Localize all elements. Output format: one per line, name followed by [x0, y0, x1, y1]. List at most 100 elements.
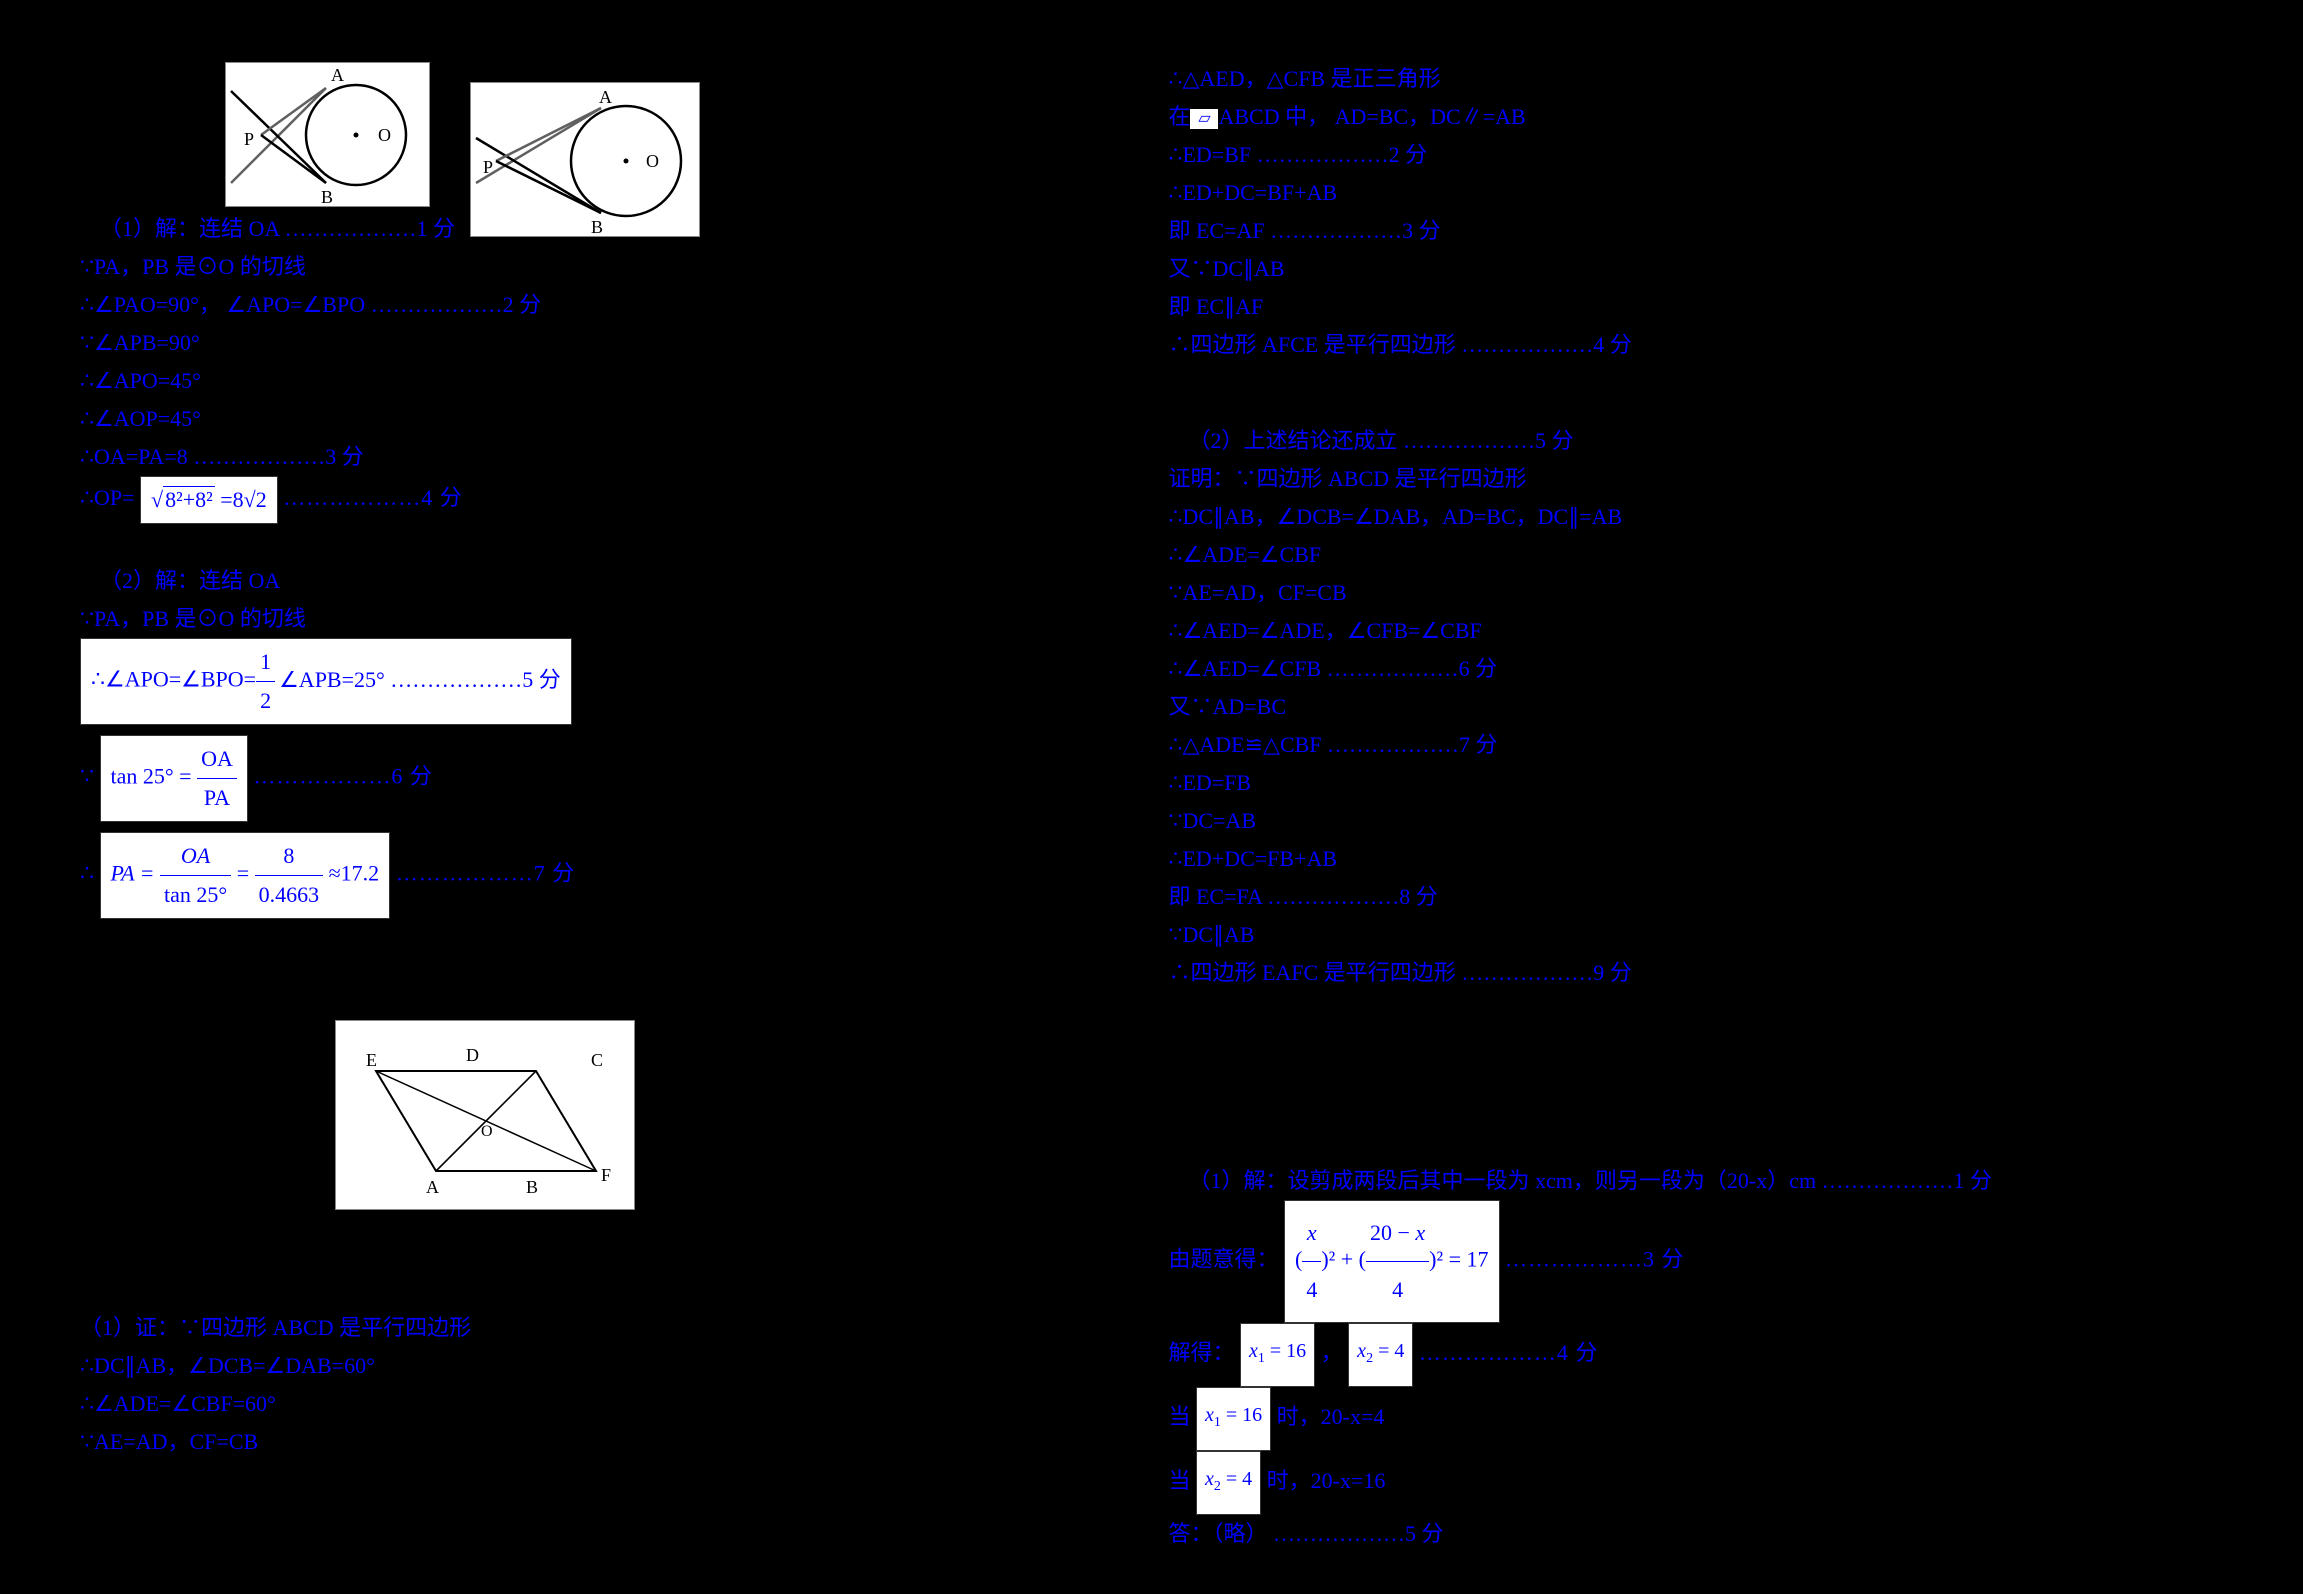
proof-line: ∴△AED，△CFB 是正三角形: [1168, 60, 2243, 98]
math-expression: (x4)² + (20 − x4)² = 17: [1284, 1200, 1500, 1323]
proof-line-math: 当 x2 = 4 时，20-x=16: [1168, 1451, 2243, 1515]
score-dots: ………………4 分: [1419, 1340, 1599, 1365]
proof-line-math: ∴ PA = OAtan 25° = 80.4663 ≈17.2 ………………7…: [80, 832, 1088, 919]
proof-line-math: 由题意得： (x4)² + (20 − x4)² = 17 ………………3 分: [1168, 1200, 2243, 1323]
page-container: A O P B A O P B （1）: [0, 0, 2303, 1594]
svg-text:D: D: [466, 1045, 479, 1065]
figure-parallelogram: E D C A B F O: [335, 1020, 635, 1210]
svg-text:O: O: [646, 151, 659, 171]
svg-text:C: C: [591, 1050, 603, 1070]
proof-line: ∴OA=PA=8 ………………3 分: [80, 438, 1088, 476]
proof-line: ∴∠AOP=45°: [80, 400, 1088, 438]
text-prefix: 当: [1168, 1468, 1190, 1493]
proof-line: ∴DC∥AB，∠DCB=∠DAB=60°: [80, 1347, 1088, 1385]
math-x2: x2 = 4: [1196, 1451, 1261, 1515]
frac-num: 8: [255, 837, 324, 876]
approx-text: ≈17.2: [323, 861, 379, 886]
proof-line: ∴∠APO=45°: [80, 362, 1088, 400]
proof-line: ∵DC∥AB: [1168, 916, 2243, 954]
proof-line: 答：（略） ………………5 分: [1168, 1515, 2243, 1553]
math-expression: ∴∠APO=∠BPO=12∠APB=25° ………………5 分: [80, 638, 572, 725]
math-x1: x1 = 16: [1196, 1387, 1271, 1451]
proof-line: ∴DC∥AB，∠DCB=∠DAB，AD=BC，DC∥=AB: [1168, 498, 2243, 536]
proof-line: 在▱ABCD 中， AD=BC，DC∥=AB: [1168, 98, 2243, 136]
proof-line: ∴ED+DC=FB+AB: [1168, 840, 2243, 878]
proof-line: 又∵DC∥AB: [1168, 250, 2243, 288]
proof-line-math: ∴OP= √8²+8² =8√2 ………………4 分: [80, 476, 1088, 524]
proof-line: ∴△ADE≌△CBF ………………7 分: [1168, 726, 2243, 764]
math-text: tan 25° =: [111, 764, 198, 789]
circle-tangent-svg-1: A O P B: [226, 63, 431, 208]
proof-line: ∴∠AED=∠ADE，∠CFB=∠CBF: [1168, 612, 2243, 650]
proof-line: ∴∠ADE=∠CBF: [1168, 536, 2243, 574]
text-suffix: 时，20-x=16: [1267, 1468, 1386, 1493]
proof-line: ∴ED+DC=BF+AB: [1168, 174, 2243, 212]
text-prefix: ∵: [80, 764, 94, 789]
svg-text:A: A: [331, 65, 344, 85]
proof-line: （2）上述结论还成立 ………………5 分: [1168, 422, 2243, 460]
figure-circle-tangent-2: A O P B: [470, 82, 700, 237]
text-prefix: ∴: [80, 861, 94, 886]
proof-line: （1）证：∵四边形 ABCD 是平行四边形: [80, 1309, 1088, 1347]
left-column: A O P B A O P B （1）: [0, 0, 1128, 1594]
text-prefix: 解得：: [1168, 1340, 1234, 1365]
frac-den: tan 25°: [160, 876, 231, 914]
frac-num: 1: [256, 643, 275, 682]
parallelogram-icon: ▱: [1190, 109, 1218, 129]
score-dots: ………………6 分: [253, 764, 433, 789]
svg-text:O: O: [378, 125, 391, 145]
frac-num: OA: [160, 837, 231, 876]
svg-text:O: O: [481, 1123, 493, 1140]
text-prefix: ∴OP=: [80, 485, 135, 510]
proof-line-math: 解得： x1 = 16 ， x2 = 4 ………………4 分: [1168, 1323, 2243, 1387]
proof-line: （1）解：设剪成两段后其中一段为 xcm，则另一段为（20-x）cm ………………: [1168, 1162, 2243, 1200]
text-prefix: 在: [1168, 104, 1190, 129]
svg-text:B: B: [321, 187, 333, 207]
parallelogram-svg: E D C A B F O: [336, 1021, 636, 1211]
math-expression: PA = OAtan 25° = 80.4663 ≈17.2: [100, 832, 391, 919]
proof-line-math: ∵ tan 25° = OAPA ………………6 分: [80, 735, 1088, 822]
text-prefix: 当: [1168, 1404, 1190, 1429]
proof-line: ∴∠ADE=∠CBF=60°: [80, 1385, 1088, 1423]
proof-line: ∴四边形 EAFC 是平行四边形 ………………9 分: [1168, 954, 2243, 992]
proof-line: 证明：∵四边形 ABCD 是平行四边形: [1168, 460, 2243, 498]
frac-num: OA: [197, 740, 237, 779]
math-x1: x1 = 16: [1240, 1323, 1315, 1387]
svg-text:E: E: [366, 1050, 377, 1070]
frac-den: PA: [197, 779, 237, 817]
proof-line-math: ∴∠APO=∠BPO=12∠APB=25° ………………5 分: [80, 638, 1088, 725]
text-prefix: 由题意得：: [1168, 1247, 1278, 1272]
proof-line: ∵AE=AD，CF=CB: [1168, 574, 2243, 612]
math-text: PA =: [111, 861, 161, 886]
svg-text:A: A: [426, 1177, 439, 1197]
math-expression: √8²+8² =8√2: [140, 476, 278, 524]
svg-text:P: P: [244, 129, 254, 149]
proof-line: 即 EC=AF ………………3 分: [1168, 212, 2243, 250]
proof-line: 即 EC=FA ………………8 分: [1168, 878, 2243, 916]
svg-text:B: B: [526, 1177, 538, 1197]
circle-tangent-svg-2: A O P B: [471, 83, 701, 238]
svg-text:F: F: [601, 1165, 611, 1185]
proof-line-math: 当 x1 = 16 时，20-x=4: [1168, 1387, 2243, 1451]
text-suffix: 时，20-x=4: [1277, 1404, 1385, 1429]
text-prefix: ∴∠APO=∠BPO=: [91, 667, 256, 692]
frac-den: 0.4663: [255, 876, 324, 914]
frac-den: 2: [256, 682, 275, 720]
separator: ，: [1321, 1340, 1343, 1365]
eq-sign: =: [231, 861, 254, 886]
figure-circle-tangent-1: A O P B: [225, 62, 430, 207]
proof-line: ∴ED=FB: [1168, 764, 2243, 802]
proof-line: ∵PA，PB 是⊙O 的切线: [80, 248, 1088, 286]
svg-text:P: P: [483, 157, 493, 177]
score-dots: ………………4 分: [283, 485, 463, 510]
right-column: ∴△AED，△CFB 是正三角形 在▱ABCD 中， AD=BC，DC∥=AB …: [1128, 0, 2303, 1594]
proof-line: ∴四边形 AFCE 是平行四边形 ………………4 分: [1168, 326, 2243, 364]
proof-line: ∵PA，PB 是⊙O 的切线: [80, 600, 1088, 638]
proof-line: ∴∠PAO=90°， ∠APO=∠BPO ………………2 分: [80, 286, 1088, 324]
proof-line: ∵DC=AB: [1168, 802, 2243, 840]
text-suffix: ∠APB=25° ………………5 分: [279, 667, 561, 692]
math-x2: x2 = 4: [1348, 1323, 1413, 1387]
score-dots: ………………7 分: [396, 861, 576, 886]
text-suffix: ABCD 中， AD=BC，DC∥=AB: [1218, 104, 1525, 129]
svg-text:A: A: [599, 87, 612, 107]
